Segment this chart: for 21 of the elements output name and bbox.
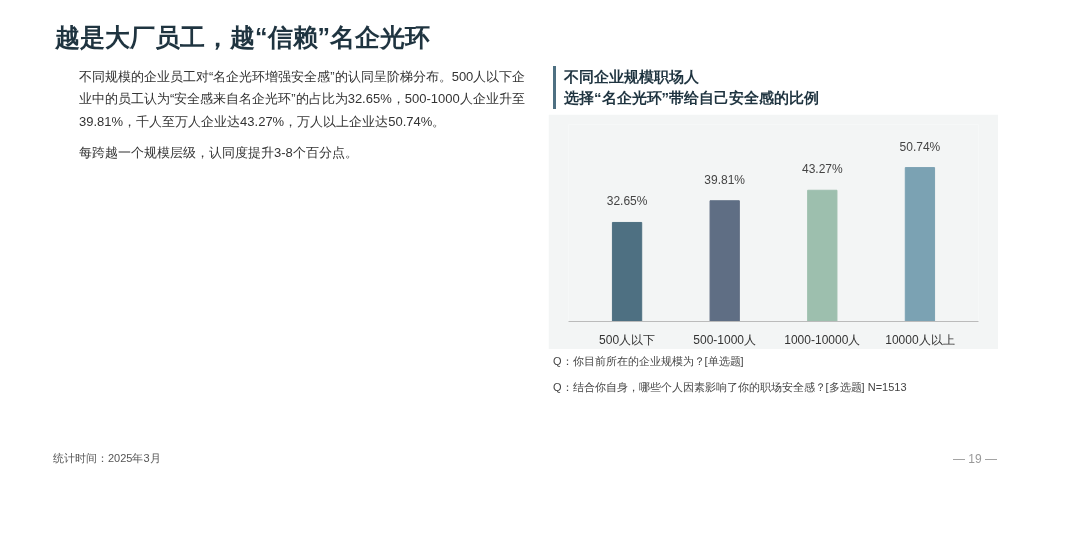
text: Q：你目前所在的企业规模为？[单选题] [553,354,744,370]
data-label: 32.65% [606,194,648,209]
x-tick-label: 1000-10000人 [784,332,861,347]
bar [904,167,936,322]
x-tick-label: 500-1000人 [693,332,757,347]
x-tick-label: 500人以下 [599,332,656,347]
bar [709,200,740,322]
chart-subtitle: 选择“名企光环”带给自己安全感的比例 [564,89,819,107]
bar [611,222,643,322]
text: Q：结合你自身，哪些个人因素影响了你的职场安全感？[多选题] N=1513 [553,379,907,395]
data-label: 50.74% [899,139,941,154]
text: — 19 — [953,450,998,468]
bar [807,189,838,322]
text: 每跨越一个规模层级，认同度提升3-8个百分点。 [79,143,358,162]
data-label: 43.27% [801,162,843,177]
data-label: 39.81% [704,172,746,187]
text: 越是大厂员工，越“信赖”名企光环 [55,22,430,53]
text: 不同规模的企业员工对“名企光环增强安全感”的认同呈阶梯分布。500人以下企业中的员工认为“安全感来自名企光环”的占比为32.65%，500-1000人企业升至39.81%，千人至万人企业达43.27%，万人以上企业达50.74%。 [79,67,527,132]
x-tick-label: 10000人以上 [885,332,955,347]
chart-title: 不同企业规模职场人 [564,67,699,85]
text: 统计时间：2025年3月 [53,450,161,466]
